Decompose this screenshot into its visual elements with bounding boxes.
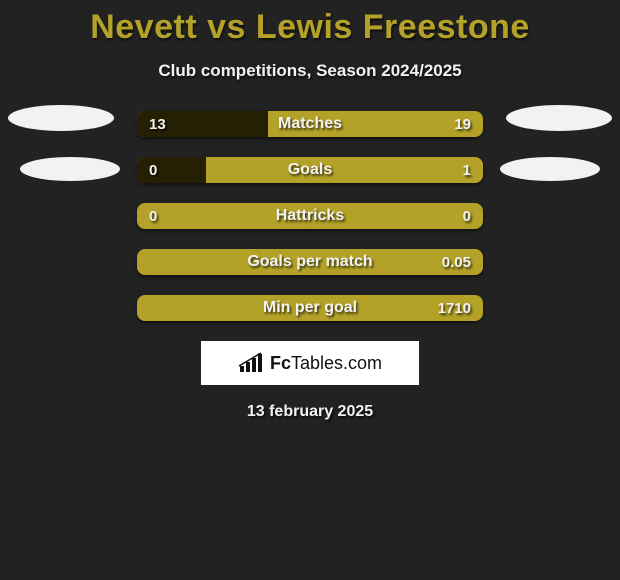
bar-value-left: 0 xyxy=(137,203,169,229)
bar-label: Goals xyxy=(137,157,483,183)
site-logo: FcTables.com xyxy=(201,341,419,385)
logo-text: FcTables.com xyxy=(270,353,382,374)
badge-ellipse xyxy=(20,157,120,181)
comparison-chart: Matches1319Goals01Hattricks00Goals per m… xyxy=(0,111,620,321)
bar-value-right: 1710 xyxy=(426,295,483,321)
badge-ellipse xyxy=(500,157,600,181)
page-title: Nevett vs Lewis Freestone xyxy=(0,0,620,47)
subtitle: Club competitions, Season 2024/2025 xyxy=(0,61,620,81)
bar-value-right: 19 xyxy=(442,111,483,137)
bar-value-right: 0 xyxy=(451,203,483,229)
badge-ellipse xyxy=(8,105,114,131)
stat-bar: Goals per match0.05 xyxy=(137,249,483,275)
bar-chart-icon xyxy=(238,352,264,374)
stat-bar: Hattricks0 0 xyxy=(137,203,483,229)
bar-label: Hattricks xyxy=(137,203,483,229)
stat-bar: Min per goal1710 xyxy=(137,295,483,321)
stat-bar: Matches13 19 xyxy=(137,111,483,137)
bar-value-right: 0.05 xyxy=(430,249,483,275)
logo-text-fc: Fc xyxy=(270,353,291,373)
logo-text-tables: Tables xyxy=(291,353,343,373)
footer-date: 13 february 2025 xyxy=(0,403,620,421)
bar-label: Matches xyxy=(137,111,483,137)
bar-value-left: 0 xyxy=(137,157,169,183)
bar-value-right: 1 xyxy=(451,157,483,183)
stat-bar: Goals0 1 xyxy=(137,157,483,183)
bar-value-left: 13 xyxy=(137,111,178,137)
logo-text-suffix: .com xyxy=(343,353,382,373)
bars-container: Matches1319Goals01Hattricks00Goals per m… xyxy=(137,111,483,321)
badge-ellipse xyxy=(506,105,612,131)
